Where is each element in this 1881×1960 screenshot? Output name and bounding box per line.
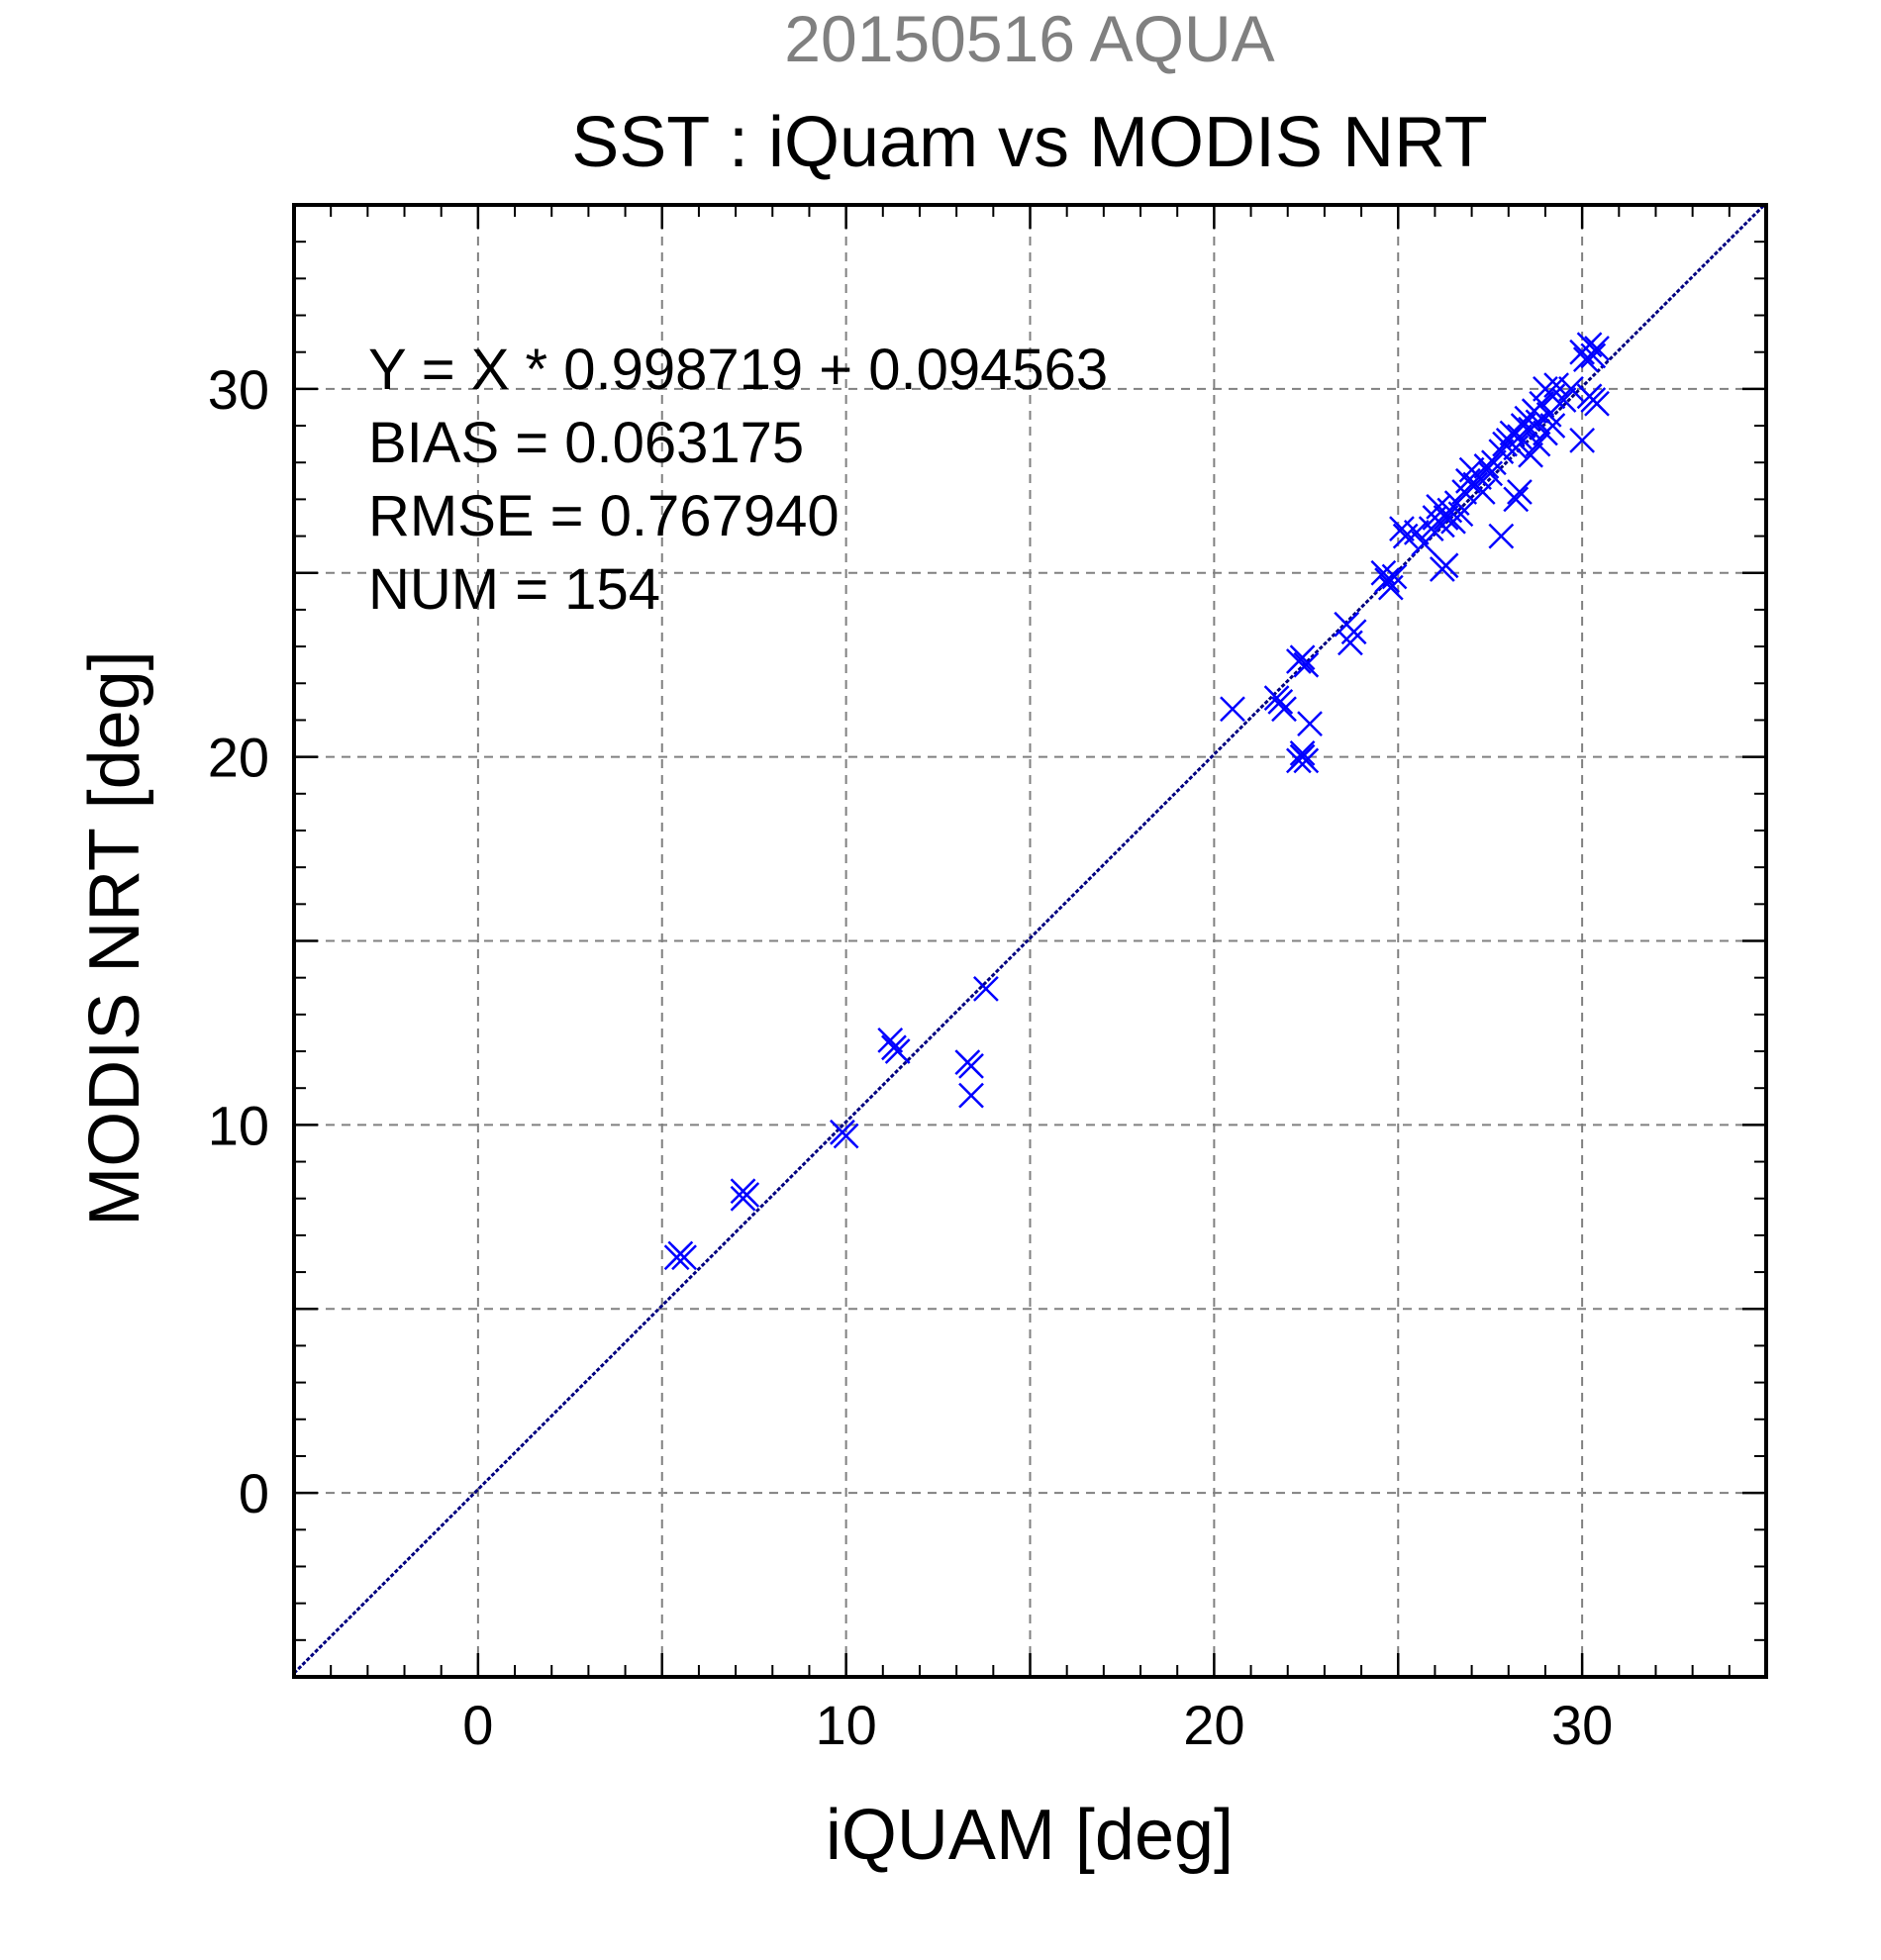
data-point: [1220, 696, 1245, 723]
regression-equation: Y = X * 0.998719 + 0.094563: [368, 338, 1108, 402]
data-point: [1469, 479, 1496, 505]
chart-title: 20150516 AQUA: [784, 2, 1274, 75]
x-tick-label: 30: [1551, 1694, 1613, 1756]
data-point: [1285, 747, 1312, 774]
rmse-value: RMSE = 0.767940: [368, 484, 840, 548]
data-point: [1297, 711, 1323, 737]
bias-value: BIAS = 0.063175: [368, 411, 804, 475]
data-point: [1507, 479, 1533, 505]
data-point: [1584, 336, 1610, 361]
x-tick-label: 20: [1183, 1694, 1244, 1756]
data-point: [1403, 519, 1430, 545]
chart-subtitle: SST : iQuam vs MODIS NRT: [571, 103, 1488, 182]
y-tick-label: 30: [208, 358, 269, 421]
data-point: [1293, 747, 1320, 774]
data-point: [1539, 413, 1566, 439]
data-point: [1293, 651, 1320, 678]
data-point: [1381, 563, 1408, 590]
data-point: [958, 1082, 984, 1109]
major-ticks: [294, 205, 1766, 1677]
data-point: [1550, 387, 1577, 413]
data-point: [1289, 740, 1316, 766]
y-axis-label: MODIS NRT [deg]: [75, 650, 154, 1226]
x-axis-label: iQUAM [deg]: [826, 1796, 1234, 1875]
count-value: NUM = 154: [368, 557, 660, 622]
data-point: [1584, 390, 1610, 417]
y-tick-label: 0: [239, 1462, 269, 1524]
data-point: [877, 1027, 904, 1053]
data-point: [1558, 375, 1584, 402]
data-point: [1525, 431, 1551, 457]
data-point: [1271, 696, 1297, 723]
data-point: [1389, 516, 1415, 542]
y-tick-label: 10: [208, 1094, 269, 1156]
data-point: [973, 975, 999, 1002]
data-point: [1488, 523, 1515, 549]
grid: [294, 205, 1766, 1677]
data-point: [1289, 644, 1316, 671]
data-point: [1429, 556, 1455, 582]
y-tick-label: 20: [208, 727, 269, 789]
y-tick-labels: 0 10 20 30: [208, 358, 269, 1524]
data-point: [958, 1053, 984, 1079]
data-point: [1510, 413, 1536, 439]
data-point: [1503, 486, 1530, 513]
data-point: [833, 1123, 859, 1149]
data-points: [663, 332, 1610, 1271]
data-point: [884, 1038, 911, 1064]
data-point: [1529, 390, 1555, 417]
data-point: [1337, 630, 1363, 656]
data-point: [1267, 688, 1294, 715]
x-tick-label: 0: [462, 1694, 493, 1756]
data-point: [1580, 343, 1607, 369]
data-point: [1543, 372, 1569, 399]
data-point: [1488, 439, 1515, 464]
stats-annotations: Y = X * 0.998719 + 0.094563 BIAS = 0.063…: [368, 338, 1108, 622]
data-point: [1374, 567, 1400, 594]
x-tick-label: 10: [815, 1694, 876, 1756]
data-point: [1569, 428, 1596, 453]
plot-frame: [292, 203, 1768, 1679]
data-point: [1518, 441, 1543, 468]
data-point: [671, 1244, 697, 1271]
data-point: [1433, 505, 1459, 531]
data-point: [1447, 501, 1474, 528]
data-point: [730, 1185, 756, 1212]
data-point: [1481, 449, 1507, 476]
x-tick-labels: 0 10 20 30: [462, 1694, 1613, 1756]
data-point: [663, 1244, 690, 1271]
